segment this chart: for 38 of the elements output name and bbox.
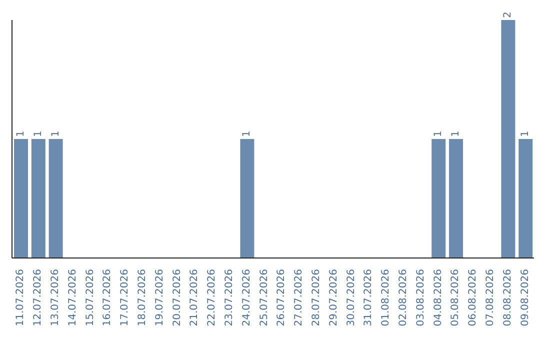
x-tick-label: 29.07.2026 [328, 269, 340, 326]
data-label: 2 [502, 12, 514, 18]
x-tick-label: 28.07.2026 [311, 269, 322, 326]
x-tick-label: 13.07.2026 [50, 269, 61, 326]
x-tick-label: 26.07.2026 [276, 269, 288, 326]
data-label: 1 [32, 130, 44, 137]
x-tick-label: 05.08.2026 [450, 269, 462, 326]
x-tick-label: 19.07.2026 [154, 269, 166, 326]
x-tick-label: 30.07.2026 [346, 269, 357, 326]
x-tick-label: 21.07.2026 [189, 269, 200, 326]
data-label: 1 [520, 130, 532, 137]
x-tick-label: 15.07.2026 [84, 269, 96, 326]
data-label: 1 [433, 130, 444, 137]
x-tick-label: 18.07.2026 [137, 269, 148, 326]
x-tick-label: 04.08.2026 [432, 269, 444, 326]
data-label: 1 [50, 130, 62, 137]
x-tick-label: 24.07.2026 [241, 269, 252, 326]
x-tick-label: 12.07.2026 [32, 269, 44, 326]
x-tick-label: 25.07.2026 [258, 269, 270, 326]
x-tick-label: 02.08.2026 [398, 269, 409, 326]
x-tick-label: 27.07.2026 [294, 269, 305, 326]
x-tick-label: 20.07.2026 [172, 269, 183, 326]
x-tick-label: 09.08.2026 [520, 269, 531, 326]
x-tick-label: 31.07.2026 [363, 269, 374, 326]
x-tick-label: 01.08.2026 [380, 269, 392, 326]
x-tick-label: 08.08.2026 [502, 269, 514, 326]
data-label: 1 [242, 130, 253, 137]
x-tick-label: 06.08.2026 [468, 269, 479, 326]
x-tick-label: 11.07.2026 [15, 269, 26, 326]
x-tick-label: 17.07.2026 [120, 269, 131, 326]
x-tick-label: 03.08.2026 [415, 269, 426, 326]
x-tick-label: 22.07.2026 [206, 269, 218, 326]
x-tick-label: 14.07.2026 [67, 269, 78, 326]
x-tick-label: 23.07.2026 [224, 269, 235, 326]
x-tick-label: 16.07.2026 [102, 269, 114, 326]
data-label: 1 [16, 130, 26, 137]
data-label: 1 [450, 130, 462, 137]
x-tick-label: 07.08.2026 [485, 269, 496, 326]
